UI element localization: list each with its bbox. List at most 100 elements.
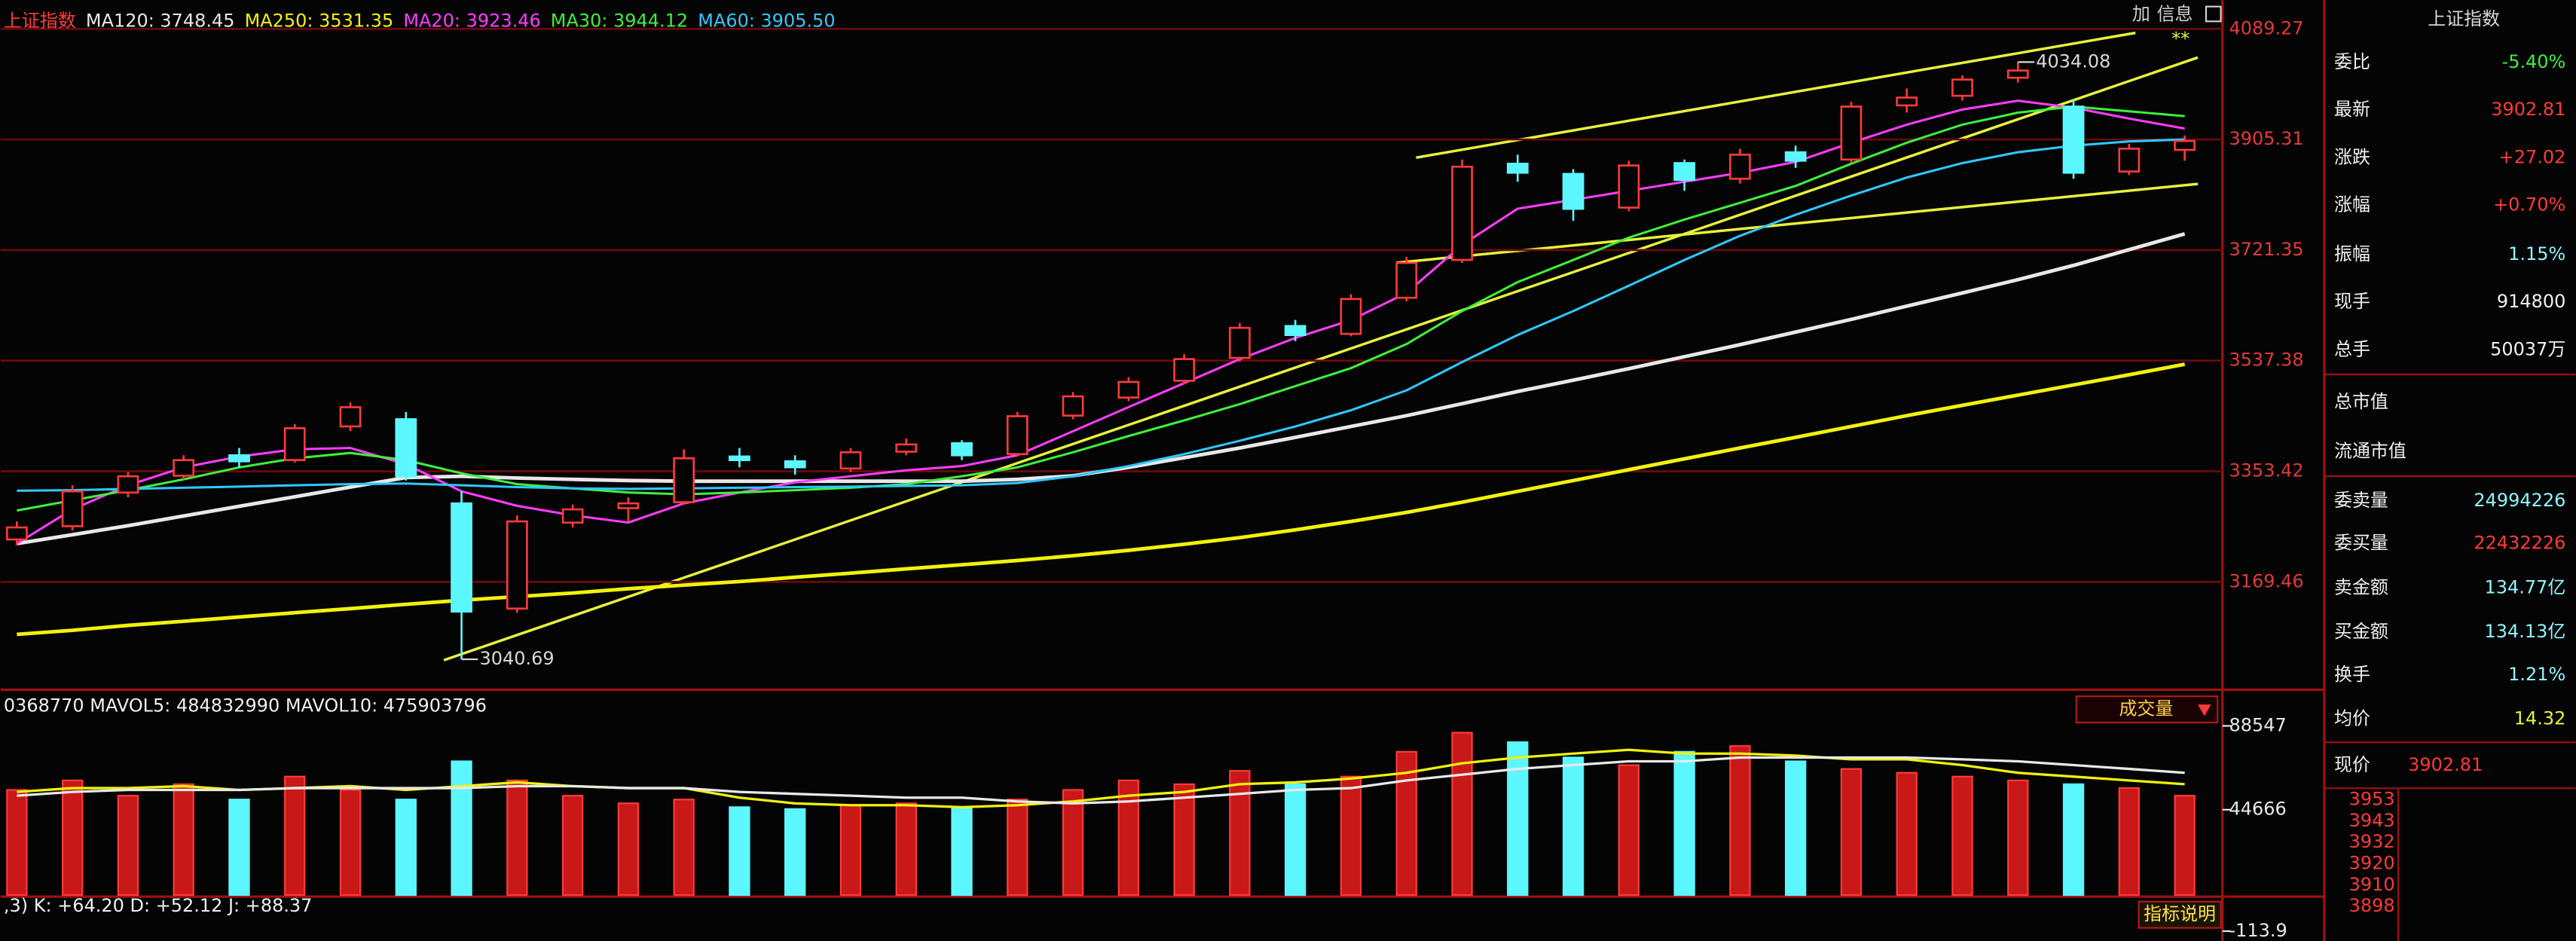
quote-label: 卖金额 (2334, 576, 2388, 597)
candle-body (61, 490, 84, 527)
panel-title: 上证指数 (4, 10, 76, 31)
candle-body (1840, 105, 1862, 161)
quote-value: 50037万 (2490, 338, 2565, 359)
quote-value: 1.15% (2508, 243, 2565, 264)
toolbar-icon[interactable] (2205, 5, 2222, 23)
order-book-price: 3910 (2349, 874, 2395, 895)
order-book-price: 3920 (2349, 853, 2395, 874)
toolbar-button[interactable]: 加 (2132, 4, 2150, 25)
candle-body (339, 406, 362, 428)
moving-average (17, 138, 2185, 492)
quote-label: 换手 (2334, 664, 2370, 685)
candle-body (506, 520, 528, 610)
volume-bar (228, 799, 250, 897)
volume-bar (1562, 756, 1584, 897)
candle-body (283, 427, 306, 461)
order-book-price: 3898 (2349, 895, 2395, 916)
quote-label: 委比 (2334, 51, 2370, 72)
quote-label: 振幅 (2334, 243, 2370, 264)
volume-bar (506, 779, 528, 897)
high-annotation: 4034.08 (2036, 50, 2110, 72)
indicator-button[interactable] (2075, 695, 2219, 724)
quote-label: 总市值 (2334, 391, 2388, 412)
candle-body (2118, 148, 2141, 173)
legend-entry: MA30: 3944.12 (551, 10, 688, 31)
candle-body (2062, 105, 2085, 174)
y-tick-label: 3537.38 (2229, 350, 2304, 371)
candle-body (784, 460, 806, 469)
volume-bar (284, 775, 306, 897)
quote-value: -5.40% (2502, 51, 2566, 72)
candle-body (1896, 96, 1918, 107)
volume-bar (1729, 745, 1751, 897)
volume-bar (339, 789, 362, 897)
candle-body (561, 508, 584, 524)
help-button-label[interactable]: 指标说明 (2144, 903, 2216, 924)
candle-body (1618, 164, 1640, 209)
candle-body (5, 526, 28, 541)
volume-bar (2118, 787, 2141, 897)
candle-body (729, 455, 750, 461)
candle-body (117, 475, 139, 494)
candle-body (451, 502, 472, 613)
moving-average (17, 105, 2185, 512)
volume-bar (1395, 750, 1417, 897)
low-annotation: 3040.69 (480, 648, 555, 669)
quote-label: 最新 (2334, 99, 2370, 120)
y-tick-label: 88547 (2229, 714, 2287, 735)
volume-bar (729, 806, 750, 897)
y-tick-label: 4089.27 (2229, 17, 2304, 38)
dropdown-arrow[interactable] (2198, 704, 2211, 716)
candle-body (228, 454, 250, 463)
candle-body (673, 457, 695, 503)
volume-bar (1951, 775, 1973, 897)
candle-body (1506, 162, 1529, 174)
indicator-button-label[interactable]: 成交量 (2119, 698, 2173, 719)
volume-bar (2007, 779, 2029, 897)
candle-body (895, 443, 918, 453)
volume-bar (784, 808, 806, 897)
candle-body (1284, 325, 1306, 337)
order-book-price: 3943 (2349, 810, 2395, 831)
order-book-price: 3953 (2349, 789, 2395, 810)
marker: ** (2171, 28, 2189, 49)
legend-entry: MA120: 3748.45 (86, 10, 235, 31)
y-tick-label: 3353.42 (2229, 460, 2304, 481)
quote-value: 22432226 (2474, 532, 2565, 553)
quote-label: 流通市值 (2334, 440, 2406, 461)
candle-body (1340, 298, 1362, 335)
quote-value: 24994226 (2474, 490, 2565, 511)
volume-bar (1840, 768, 1862, 897)
toolbar-button[interactable]: 信息 (2157, 4, 2193, 25)
y-tick-label: 44666 (2229, 799, 2287, 820)
candle-body (1562, 173, 1584, 210)
candle-body (1006, 415, 1028, 456)
quote-value: +0.70% (2493, 194, 2565, 215)
volume-bar (895, 802, 917, 897)
moving-average (17, 362, 2186, 637)
volume-bar (1673, 750, 1695, 897)
candle-body (1784, 151, 1807, 162)
legend-entry: MA20: 3923.46 (403, 10, 540, 31)
candle-body (173, 459, 195, 477)
volume-bar (1117, 779, 1140, 897)
legend-entry: MA250: 3531.35 (245, 10, 394, 31)
quote-label: 总手 (2334, 338, 2370, 359)
candle-body (617, 502, 640, 509)
candle-body (1729, 154, 1751, 180)
quote-label: 委卖量 (2334, 490, 2388, 511)
volume-bar (1618, 764, 1640, 897)
volume-bar (1451, 732, 1473, 897)
volume-bar (2174, 795, 2196, 897)
help-button[interactable] (2137, 900, 2222, 929)
volume-bar (1229, 770, 1251, 897)
candle-body (1229, 326, 1251, 359)
quote-value: 14.32 (2514, 708, 2566, 729)
quote-value: +27.02 (2499, 146, 2566, 167)
trend-line (1416, 31, 2136, 159)
legend-entry: MA60: 3905.50 (698, 10, 835, 31)
quote-value: 3902.81 (2491, 99, 2565, 120)
quote-value: 134.13亿 (2485, 621, 2566, 642)
